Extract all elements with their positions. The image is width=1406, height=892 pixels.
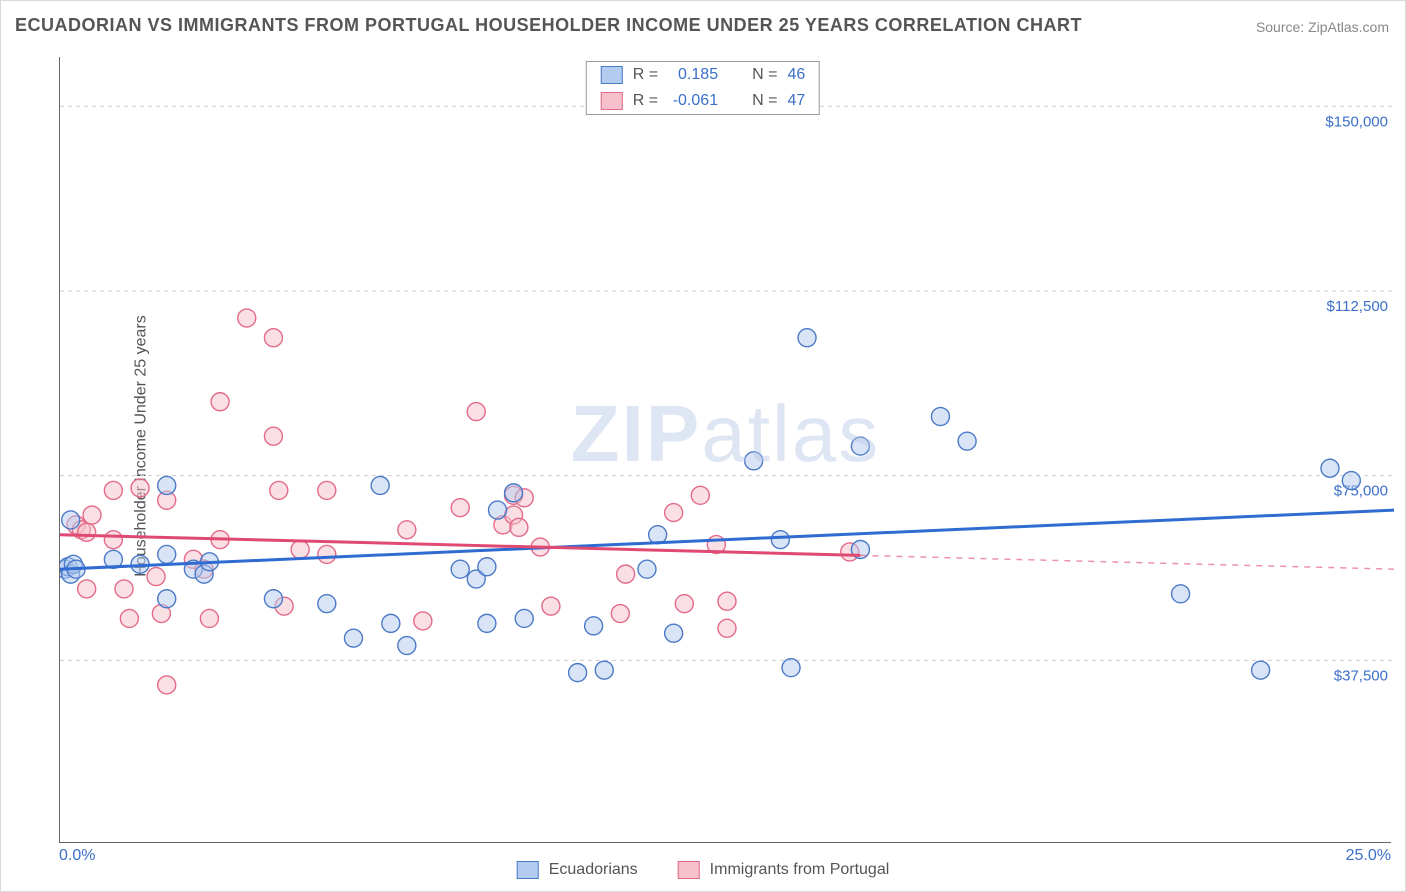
r-value-portugal: -0.061: [668, 92, 718, 110]
correlation-chart: ECUADORIAN VS IMMIGRANTS FROM PORTUGAL H…: [0, 0, 1406, 892]
swatch-pink-icon: [601, 92, 623, 110]
stats-row-portugal: R = -0.061 N = 47: [587, 88, 819, 114]
stats-legend: R = 0.185 N = 46 R = -0.061 N = 47: [586, 61, 820, 115]
swatch-blue-icon: [517, 861, 539, 879]
svg-text:$37,500: $37,500: [1334, 667, 1388, 684]
scatter-svg: $37,500 $75,000 $112,500 $150,000: [60, 57, 1394, 845]
legend-label-portugal: Immigrants from Portugal: [710, 861, 890, 879]
legend-label-ecuadorians: Ecuadorians: [549, 861, 638, 879]
svg-text:$150,000: $150,000: [1325, 113, 1388, 130]
source-label: Source: ZipAtlas.com: [1256, 19, 1389, 35]
svg-text:$112,500: $112,500: [1327, 298, 1388, 315]
r-value-ecuadorians: 0.185: [668, 66, 718, 84]
swatch-pink-icon: [678, 861, 700, 879]
swatch-blue-icon: [601, 66, 623, 84]
chart-title: ECUADORIAN VS IMMIGRANTS FROM PORTUGAL H…: [15, 15, 1082, 36]
plot-area: $37,500$75,000$112,500$150,000 ZIPatlas: [59, 57, 1391, 843]
n-value-ecuadorians: 46: [787, 66, 805, 84]
x-tick-last: 25.0%: [1346, 847, 1391, 865]
svg-text:$75,000: $75,000: [1334, 483, 1388, 500]
bottom-legend: Ecuadorians Immigrants from Portugal: [517, 861, 890, 879]
legend-item-ecuadorians: Ecuadorians: [517, 861, 638, 879]
n-value-portugal: 47: [787, 92, 805, 110]
legend-item-portugal: Immigrants from Portugal: [678, 861, 890, 879]
stats-row-ecuadorians: R = 0.185 N = 46: [587, 62, 819, 88]
x-tick-first: 0.0%: [59, 847, 95, 865]
